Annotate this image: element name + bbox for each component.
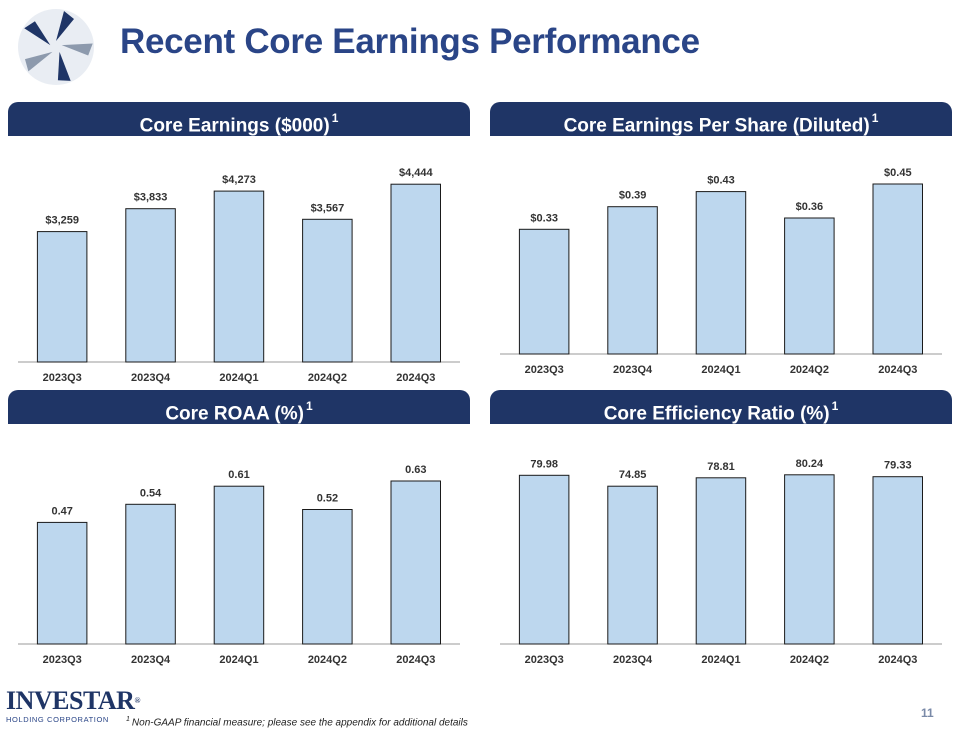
panel-title: Core ROAA (%) xyxy=(165,403,304,425)
panel-title: Core Earnings ($000) xyxy=(139,115,330,137)
bar xyxy=(695,477,747,645)
bar xyxy=(695,191,747,355)
chart-core-earnings: $3,259 2023Q3 $3,833 2023Q4 $4,273 2024Q1 $3,5… xyxy=(18,167,460,384)
x-tick-label: 2024Q3 xyxy=(878,654,917,666)
bar xyxy=(607,485,658,645)
bar xyxy=(784,474,835,645)
bar xyxy=(784,217,835,355)
panel-header-core-eps: Core Earnings Per Share (Diluted) 1 xyxy=(490,102,952,136)
bar xyxy=(213,485,265,645)
company-logo-icon xyxy=(18,9,94,85)
bar xyxy=(607,206,658,355)
data-label: 74.85 xyxy=(619,469,647,481)
brand-name: INVESTAR xyxy=(6,686,135,715)
bar xyxy=(518,228,570,355)
bar xyxy=(213,190,265,363)
panel-title: Core Earnings Per Share (Diluted) xyxy=(563,115,870,137)
bar xyxy=(125,503,176,645)
logo-blades xyxy=(24,11,93,81)
data-label: $0.43 xyxy=(707,175,735,187)
bar xyxy=(518,474,570,645)
footnote-text: Non-GAAP financial measure; please see t… xyxy=(131,717,468,729)
x-tick-label: 2024Q2 xyxy=(790,654,829,666)
page-number: 11 xyxy=(921,706,934,720)
data-label: 80.24 xyxy=(796,458,824,470)
bar xyxy=(390,183,441,363)
data-label: $0.33 xyxy=(530,212,558,224)
x-tick-label: 2024Q1 xyxy=(219,372,258,384)
data-label: 0.61 xyxy=(228,469,249,481)
x-tick-label: 2023Q4 xyxy=(613,364,653,376)
bar xyxy=(36,521,88,645)
brand-logo: INVESTAR® HOLDING CORPORATION xyxy=(6,688,140,725)
data-label: 78.81 xyxy=(707,461,735,473)
data-label: 0.54 xyxy=(140,487,162,499)
footnote-marker: 1 xyxy=(871,111,879,125)
x-tick-label: 2024Q1 xyxy=(701,364,740,376)
data-label: $0.36 xyxy=(796,201,824,213)
data-label: 79.33 xyxy=(884,460,912,472)
data-label: $0.39 xyxy=(619,190,647,202)
panel-header-core-earnings: Core Earnings ($000) 1 xyxy=(8,102,470,136)
chart-core-eps: $0.33 2023Q3 $0.39 2023Q4 $0.43 2024Q1 $0.36 20… xyxy=(500,167,942,376)
data-label: $4,444 xyxy=(399,167,434,179)
registered-mark: ® xyxy=(134,696,140,705)
x-tick-label: 2023Q3 xyxy=(43,654,82,666)
bar xyxy=(36,231,88,363)
footnote-marker: 1 xyxy=(305,399,313,413)
x-tick-label: 2023Q3 xyxy=(525,654,564,666)
chart-core-efficiency: 79.98 2023Q3 74.85 2023Q4 78.81 2024Q1 80.24 20… xyxy=(500,458,942,666)
x-tick-label: 2024Q1 xyxy=(219,654,258,666)
footnote-marker: 1 xyxy=(126,716,130,723)
data-label: $3,567 xyxy=(311,202,345,214)
x-tick-label: 2024Q3 xyxy=(396,372,435,384)
footnote: 1 Non-GAAP financial measure; please see … xyxy=(126,716,468,728)
x-tick-label: 2024Q1 xyxy=(701,654,740,666)
data-label: 0.47 xyxy=(51,505,72,517)
bar xyxy=(872,476,923,645)
data-label: 0.52 xyxy=(317,493,338,505)
x-tick-label: 2024Q3 xyxy=(396,654,435,666)
data-label: $0.45 xyxy=(884,167,912,179)
x-tick-label: 2023Q4 xyxy=(613,654,653,666)
x-tick-label: 2023Q4 xyxy=(131,372,171,384)
data-label: 79.98 xyxy=(530,458,558,470)
x-tick-label: 2023Q3 xyxy=(525,364,564,376)
x-tick-label: 2024Q3 xyxy=(878,364,917,376)
bar xyxy=(872,183,923,355)
x-tick-label: 2024Q2 xyxy=(308,654,347,666)
page-title: Recent Core Earnings Performance xyxy=(120,22,700,61)
data-label: $3,833 xyxy=(134,192,168,204)
x-tick-label: 2023Q3 xyxy=(43,372,82,384)
brand-subtitle: HOLDING CORPORATION xyxy=(6,715,109,724)
x-tick-label: 2023Q4 xyxy=(131,654,171,666)
bar xyxy=(125,208,176,363)
panel-title: Core Efficiency Ratio (%) xyxy=(603,403,830,425)
footnote-marker: 1 xyxy=(831,399,839,413)
data-label: 0.63 xyxy=(405,464,426,476)
panel-header-core-efficiency: Core Efficiency Ratio (%) 1 xyxy=(490,390,952,424)
data-label: $3,259 xyxy=(45,215,79,227)
bar xyxy=(390,480,441,645)
bar xyxy=(302,218,353,363)
x-tick-label: 2024Q2 xyxy=(790,364,829,376)
panel-header-core-roaa: Core ROAA (%) 1 xyxy=(8,390,470,424)
data-label: $4,273 xyxy=(222,174,256,186)
bar xyxy=(302,509,353,645)
footnote-marker: 1 xyxy=(331,111,339,125)
x-tick-label: 2024Q2 xyxy=(308,372,347,384)
chart-core-roaa: 0.47 2023Q3 0.54 2023Q4 0.61 2024Q1 0.52 2024Q2… xyxy=(18,464,460,666)
